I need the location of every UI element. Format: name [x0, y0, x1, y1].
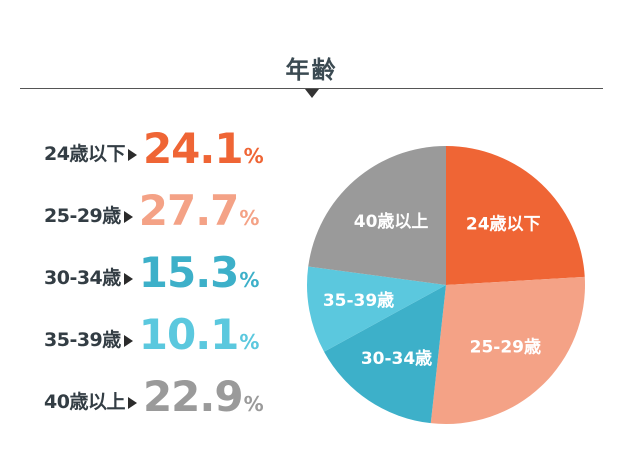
pie-slice — [430, 276, 586, 424]
legend-row-35-39: 35-39歳 10.1 % — [44, 310, 260, 359]
triangle-right-icon — [123, 211, 133, 223]
legend-category: 25-29歳 — [44, 205, 121, 227]
title-pointer-icon — [305, 89, 319, 98]
legend-row-30-34: 30-34歳 15.3 % — [44, 248, 260, 297]
legend-category: 40歳以上 — [44, 391, 125, 413]
legend-category: 24歳以下 — [44, 143, 125, 165]
pie-slice — [306, 266, 446, 352]
legend-percent-sign: % — [239, 268, 260, 292]
pie-slice-label: 25-29歳 — [470, 337, 541, 358]
legend-percent-sign: % — [243, 144, 264, 168]
legend-row-40-over: 40歳以上 22.9 % — [44, 372, 264, 421]
legend-percent-sign: % — [239, 330, 260, 354]
title-divider — [20, 88, 603, 89]
legend-value: 24.1 — [142, 124, 244, 173]
pie-slice — [446, 146, 585, 285]
pie-slice-label: 35-39歳 — [323, 290, 394, 311]
pie-slice-label: 40歳以上 — [354, 211, 429, 232]
pie-slice — [308, 146, 446, 285]
legend-category: 30-34歳 — [44, 267, 121, 289]
pie-slice — [324, 285, 446, 424]
chart-title: 年齢 — [285, 56, 338, 84]
triangle-right-icon — [123, 335, 133, 347]
triangle-right-icon — [127, 397, 137, 409]
legend-value: 15.3 — [138, 248, 240, 297]
legend-category: 35-39歳 — [44, 329, 121, 351]
legend-value: 10.1 — [138, 310, 240, 359]
pie-slice-label: 24歳以下 — [466, 213, 541, 234]
legend-percent-sign: % — [239, 206, 260, 230]
triangle-right-icon — [123, 273, 133, 285]
triangle-right-icon — [127, 149, 137, 161]
legend-value: 27.7 — [138, 186, 240, 235]
legend-value: 22.9 — [142, 372, 244, 421]
legend-row-25-29: 25-29歳 27.7 % — [44, 186, 260, 235]
legend-percent-sign: % — [243, 392, 264, 416]
legend-row-24-under: 24歳以下 24.1 % — [44, 124, 264, 173]
pie-slice-label: 30-34歳 — [361, 348, 432, 369]
